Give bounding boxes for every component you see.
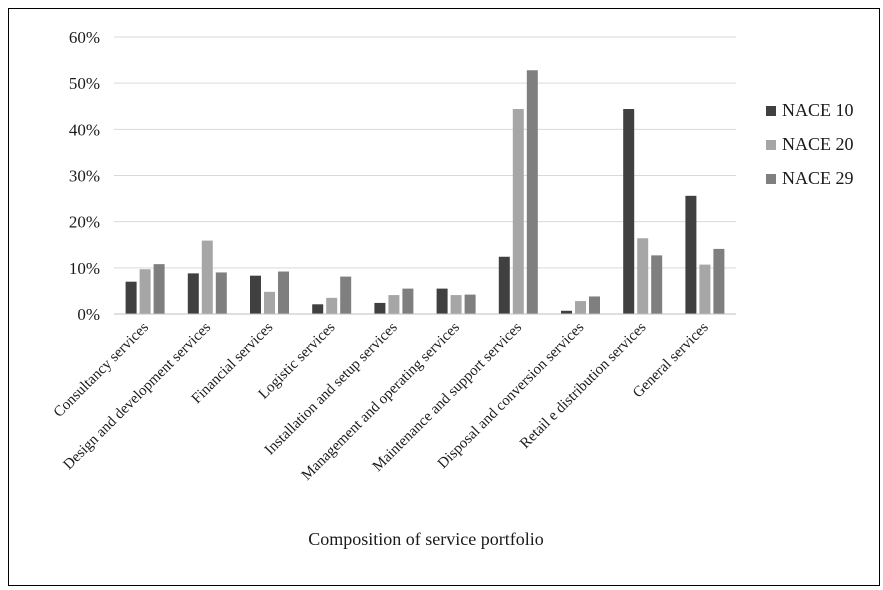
bar: [278, 271, 289, 314]
bar: [526, 70, 538, 315]
legend-label: NACE 29: [782, 168, 854, 188]
bar: [326, 297, 338, 314]
bar: [388, 295, 400, 314]
y-tick-label: 30%: [69, 167, 100, 186]
bar: [651, 255, 663, 314]
y-tick-label: 20%: [69, 213, 100, 232]
legend-label: NACE 10: [782, 100, 854, 120]
bar: [201, 240, 213, 314]
bar: [685, 195, 697, 314]
y-tick-label: 10%: [69, 259, 100, 278]
bar: [575, 301, 586, 314]
bar: [374, 302, 386, 314]
y-tick-label: 60%: [69, 28, 100, 47]
bar: [312, 304, 324, 314]
y-tick-label: 40%: [69, 120, 100, 139]
legend-swatch: [766, 140, 776, 150]
y-tick-label: 0%: [77, 305, 100, 324]
bar: [450, 295, 462, 314]
x-axis-label: Composition of service portfolio: [308, 529, 543, 549]
bar: [250, 275, 261, 314]
bar: [561, 310, 572, 314]
bar: [637, 238, 649, 314]
category-label: Installation and setup services: [262, 319, 401, 458]
category-label: Retail e distribution services: [517, 319, 649, 451]
y-axis-ticks: 0% 10% 20% 30% 40% 50% 60%: [69, 28, 100, 324]
legend-swatch: [766, 174, 776, 184]
bar: [623, 109, 635, 315]
bar: [464, 294, 476, 314]
bar: [436, 288, 448, 314]
bar: [153, 264, 165, 314]
bar: [125, 281, 137, 314]
bars: [125, 70, 725, 315]
bar: [402, 288, 414, 314]
bar: [215, 272, 227, 314]
bar: [589, 296, 600, 314]
legend: NACE 10 NACE 20 NACE 29: [766, 100, 854, 188]
bar: [512, 109, 524, 315]
bar: [713, 248, 725, 314]
y-tick-label: 50%: [69, 74, 100, 93]
bar: [340, 276, 352, 314]
bar: [699, 264, 711, 314]
legend-swatch: [766, 106, 776, 116]
bar: [498, 256, 510, 314]
bar: [187, 273, 199, 314]
bar: [139, 269, 151, 314]
bar: [264, 291, 275, 314]
legend-label: NACE 20: [782, 134, 854, 154]
gridlines: [114, 36, 736, 269]
